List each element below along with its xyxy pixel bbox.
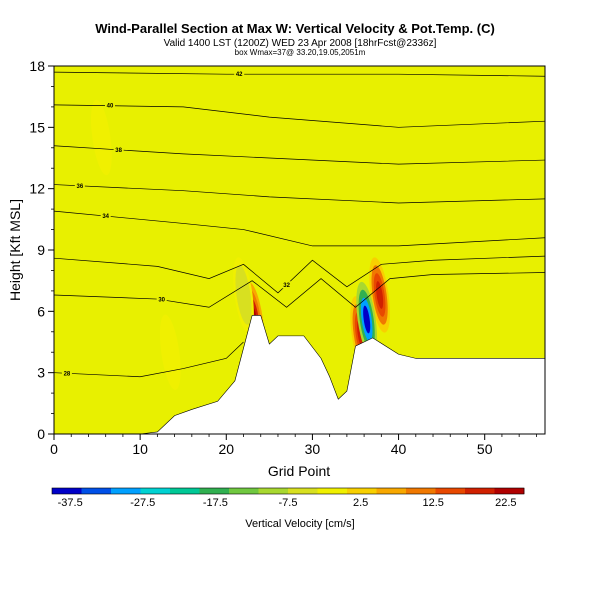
y-tick-label: 6 [37, 303, 45, 319]
colorbar-swatch [347, 488, 377, 494]
colorbar-swatch [199, 488, 230, 494]
downdraft-core-3 [91, 99, 112, 176]
colorbar-label: Vertical Velocity [cm/s] [245, 518, 354, 530]
colorbar-swatch [376, 488, 407, 494]
isentrope-label-bg [104, 102, 115, 110]
colorbar-tick-label: -27.5 [130, 497, 155, 509]
chart-title: Wind-Parallel Section at Max W: Vertical… [95, 21, 495, 36]
x-tick-label: 50 [477, 441, 493, 457]
x-tick-label: 0 [50, 441, 58, 457]
colorbar-tick-label: 22.5 [495, 497, 516, 509]
isentrope-label: 28 [64, 371, 71, 377]
downdraft-core-0 [233, 257, 254, 333]
isentrope-label: 30 [158, 298, 165, 304]
y-axis-label: Height [Kft MSL] [7, 199, 23, 301]
isentrope-30 [54, 272, 545, 308]
colorbar-tick-label: 12.5 [423, 497, 444, 509]
y-tick-label: 3 [37, 365, 45, 381]
isentrope-38 [54, 145, 545, 165]
isentrope-42 [54, 71, 545, 77]
colorbar-swatch [465, 488, 495, 494]
colorbar: -37.5 -27.5 -17.5 -7.5 2.5 12.5 22.5 [51, 487, 525, 509]
y-axis: 0 3 6 9 12 15 18 [29, 58, 54, 442]
isentrope-36 [54, 184, 545, 204]
isentrope-label-bg [61, 369, 72, 377]
isentrope-label: 38 [115, 148, 122, 154]
terrain [54, 315, 546, 435]
isentrope-label: 40 [107, 104, 114, 110]
downdraft-core-2 [159, 314, 181, 390]
isentrope-label: 32 [283, 283, 290, 289]
y-tick-label: 12 [29, 181, 45, 197]
isentrope-28 [54, 341, 244, 378]
chart-subtitle-2: box Wmax=37@ 33.20,19.05,2051m [235, 48, 366, 57]
x-tick-label: 10 [132, 441, 148, 457]
isentrope-label-bg [113, 146, 124, 154]
colorbar-frame [51, 487, 525, 495]
colorbar-swatch [288, 488, 318, 494]
x-tick-label: 30 [305, 441, 321, 457]
chart-subtitle: Valid 1400 LST (1200Z) WED 23 Apr 2008 [… [164, 38, 437, 49]
colorbar-tick-label: -37.5 [58, 497, 83, 509]
isentrope-label: 36 [76, 184, 83, 190]
plot-area: 42 40 38 36 34 32 30 28 [53, 65, 546, 435]
colorbar-swatch [140, 488, 171, 494]
y-tick-label: 18 [29, 58, 45, 74]
colorbar-swatch [317, 488, 348, 494]
colorbar-tick-label: -7.5 [279, 497, 298, 509]
colorbar-tick-label: -17.5 [203, 497, 228, 509]
colorbar-swatch [52, 488, 82, 494]
isentrope-label-bg [74, 182, 85, 190]
colorbar-swatch [111, 488, 141, 494]
isentrope-40 [54, 104, 545, 128]
colorbar-tick-label: 2.5 [353, 497, 368, 509]
y-tick-label: 9 [37, 242, 45, 258]
isentrope-34 [54, 210, 545, 247]
x-axis: 0 10 20 30 40 50 [50, 434, 537, 457]
isentrope-label: 34 [102, 214, 109, 220]
isentrope-label-bg [156, 296, 167, 304]
colorbar-swatch [494, 488, 525, 494]
x-tick-label: 40 [391, 441, 407, 457]
colorbar-swatch [81, 488, 112, 494]
colorbar-swatch [406, 488, 436, 494]
colorbar-swatch [435, 488, 466, 494]
colorbar-swatch [170, 488, 200, 494]
isentrope-label-bg [234, 70, 245, 78]
isentropes: 42 40 38 36 34 32 30 28 [54, 70, 545, 378]
y-tick-label: 15 [29, 119, 45, 135]
x-tick-label: 20 [218, 441, 234, 457]
x-axis-label: Grid Point [268, 463, 330, 479]
y-tick-label: 0 [37, 426, 45, 442]
isentrope-label-bg [100, 212, 111, 220]
isentrope-32 [54, 255, 545, 294]
colorbar-swatch [258, 488, 289, 494]
colorbar-swatch [229, 488, 259, 494]
isentrope-label-bg [281, 281, 292, 289]
isentrope-label: 42 [236, 72, 243, 78]
